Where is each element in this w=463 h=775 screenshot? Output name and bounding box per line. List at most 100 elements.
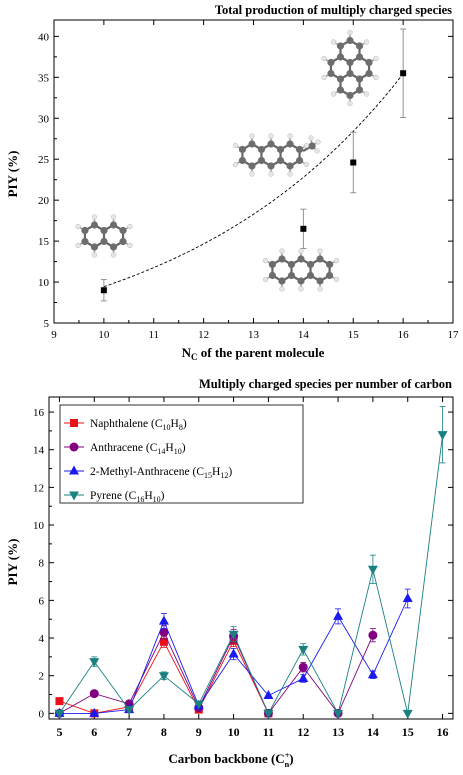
hydrogen-atom xyxy=(314,148,320,154)
hydrogen-atom xyxy=(363,91,370,97)
chart-2-frame xyxy=(48,396,454,720)
legend-label: 2-Methyl-Anthracene (C15H12) xyxy=(90,466,232,480)
data-point xyxy=(437,431,448,441)
hydrogen-atom xyxy=(75,242,81,249)
carbon-atom xyxy=(355,53,364,61)
hydrogen-atom xyxy=(232,142,239,149)
x-tick-label: 13 xyxy=(332,725,344,739)
carbon-atom xyxy=(346,69,354,78)
carbon-atom xyxy=(365,69,373,78)
carbon-atom xyxy=(267,140,275,148)
carbon-atom xyxy=(297,277,305,285)
carbon-atom xyxy=(295,156,304,165)
carbon-atom xyxy=(306,260,315,269)
carbon-atom xyxy=(267,162,275,170)
data-point xyxy=(333,709,344,719)
data-point xyxy=(298,645,309,655)
legend-item: 2-Methyl-Anthracene (C15H12) xyxy=(64,465,232,480)
x-tick-label: 8 xyxy=(161,725,167,739)
x-tick-label: 5 xyxy=(56,725,62,739)
data-point xyxy=(300,225,307,232)
data-point xyxy=(54,709,65,719)
y-tick-label: 8 xyxy=(39,558,45,570)
carbon-atom xyxy=(268,260,277,269)
hydrogen-atom xyxy=(298,248,304,254)
x-tick-label: 11 xyxy=(148,329,159,341)
carbon-atom xyxy=(119,226,127,235)
data-point xyxy=(100,287,107,294)
carbon-atom xyxy=(336,53,345,61)
x-tick-label: 10 xyxy=(98,329,110,341)
carbon-atom xyxy=(238,156,247,165)
data-point xyxy=(158,672,169,682)
carbon-atom xyxy=(257,156,266,165)
chart-2-y-axis-label: PIY (%) xyxy=(5,539,20,586)
y-tick-label: 10 xyxy=(33,520,45,532)
carbon-atom xyxy=(276,145,285,154)
hydrogen-atom xyxy=(268,171,274,177)
hydrogen-atom xyxy=(232,161,239,168)
hydrogen-atom xyxy=(317,248,323,254)
y-tick-label: 0 xyxy=(39,708,45,720)
hydrogen-atom xyxy=(298,286,304,292)
carbon-atom xyxy=(308,142,316,150)
carbon-atom xyxy=(81,237,89,246)
y-tick-label: 6 xyxy=(39,595,45,607)
data-point xyxy=(70,419,78,427)
legend-label: Naphthalene (C10H8) xyxy=(90,418,187,432)
hydrogen-atom xyxy=(308,135,314,141)
pyrene-molecule xyxy=(321,29,379,107)
hydrogen-atom xyxy=(303,161,310,168)
carbon-atom xyxy=(287,260,296,269)
x-tick-label: 13 xyxy=(248,329,260,341)
x-tick-label: 16 xyxy=(398,329,410,341)
carbon-atom xyxy=(295,145,304,154)
data-point xyxy=(263,709,274,719)
data-point xyxy=(193,700,204,710)
x-tick-label: 14 xyxy=(367,725,379,739)
legend: Naphthalene (C10H8) Anthracene (C14H10) 2-… xyxy=(59,404,304,504)
data-point xyxy=(298,673,309,683)
carbon-atom xyxy=(336,75,345,83)
chart-1-x-axis-label: NC of the parent molecule xyxy=(182,345,325,362)
carbon-atom xyxy=(336,42,345,50)
chart-2-x-axis-label: Carbon backbone (C+ n) xyxy=(168,750,293,769)
y-tick-label: 30 xyxy=(38,113,50,125)
x-tick-label: 9 xyxy=(196,725,202,739)
x-tick-label: 9 xyxy=(51,329,57,341)
legend-label: Pyrene (C16H10) xyxy=(90,490,165,504)
hydrogen-atom xyxy=(249,171,255,177)
hydrogen-atom xyxy=(321,55,327,62)
chart-2-plot: 5 6 7 8 9 10 11 12 13 14 15 16 0 2 4 6 8 10 12 14 16 Naphthal… xyxy=(33,396,454,739)
carbon-atom xyxy=(287,271,296,280)
data-point xyxy=(69,442,79,452)
carbon-atom xyxy=(346,58,354,67)
x-tick-label: 12 xyxy=(198,329,209,341)
y-tick-label: 20 xyxy=(38,195,50,207)
fit-curve xyxy=(103,73,404,288)
x-tick-label: 16 xyxy=(437,725,449,739)
hydrogen-atom xyxy=(315,139,321,145)
hydrogen-atom xyxy=(279,248,285,254)
hydrogen-atom xyxy=(287,171,293,177)
carbon-atom xyxy=(355,42,364,50)
carbon-atom xyxy=(346,91,354,100)
carbon-atom xyxy=(100,237,108,246)
carbon-atom xyxy=(248,140,256,148)
data-point xyxy=(402,592,413,602)
hydrogen-atom xyxy=(249,133,255,139)
hydrogen-atom xyxy=(75,223,81,230)
chart-1-plot: 9 10 11 12 13 14 15 16 17 5 10 15 20 25 30 35 40 xyxy=(38,19,459,341)
y-tick-label: 4 xyxy=(39,633,45,645)
data-point xyxy=(55,697,64,706)
y-tick-label: 15 xyxy=(38,236,50,248)
x-tick-label: 12 xyxy=(297,725,309,739)
carbon-atom xyxy=(257,145,266,154)
y-tick-label: 12 xyxy=(33,482,44,494)
carbon-atom xyxy=(327,58,335,67)
carbon-atom xyxy=(100,226,108,235)
carbon-atom xyxy=(355,75,364,83)
data-point xyxy=(69,465,79,475)
hydrogen-atom xyxy=(373,74,379,81)
carbon-atom xyxy=(90,221,99,229)
